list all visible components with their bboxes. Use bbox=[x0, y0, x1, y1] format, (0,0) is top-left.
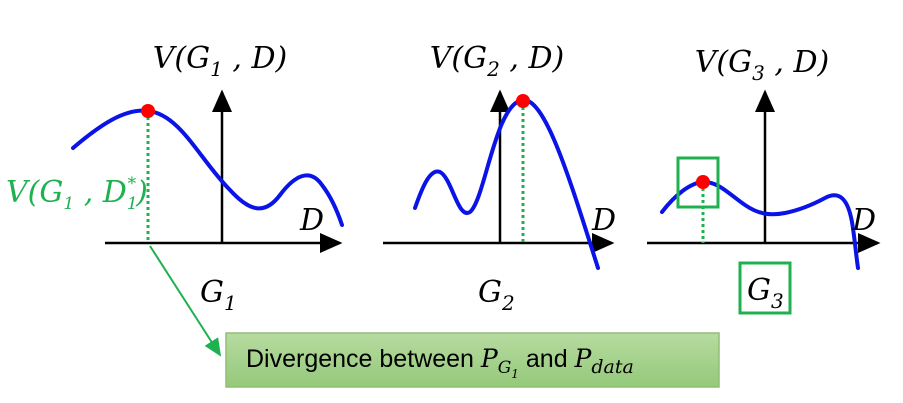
text: 2 bbox=[501, 291, 515, 315]
x-label: G2 bbox=[478, 275, 515, 315]
highlight-box bbox=[676, 156, 720, 209]
axis-label: D bbox=[299, 203, 324, 238]
text: G bbox=[200, 275, 224, 310]
text: V(G bbox=[430, 41, 487, 76]
text: 1 bbox=[63, 194, 74, 214]
text: 1 bbox=[210, 57, 223, 81]
text: data bbox=[591, 356, 633, 378]
callout-box bbox=[225, 332, 720, 388]
x-label: G1 bbox=[200, 275, 237, 315]
annotation: V(G1 , D1*) bbox=[6, 174, 148, 214]
text: V(G bbox=[695, 45, 752, 80]
text: G bbox=[478, 275, 502, 310]
axis-label: D bbox=[851, 203, 876, 238]
curve bbox=[413, 97, 600, 270]
text: , D bbox=[74, 175, 127, 210]
text: 1 bbox=[511, 367, 519, 381]
text: V(G bbox=[6, 175, 63, 210]
text: P bbox=[480, 344, 499, 373]
text: 2 bbox=[486, 57, 500, 81]
text: , D) bbox=[765, 45, 829, 80]
max-point bbox=[516, 94, 530, 108]
axis-label: D bbox=[591, 203, 616, 238]
text: G bbox=[498, 358, 512, 378]
panel-title: V(G1 , D) bbox=[153, 41, 287, 81]
x-label: G3 bbox=[747, 273, 784, 313]
highlight-box bbox=[738, 261, 792, 315]
panel-title: V(G2 , D) bbox=[430, 41, 564, 81]
callout-text: Divergence between PG1 and Pdata bbox=[246, 344, 634, 381]
text: 1 bbox=[127, 194, 138, 214]
callout-arrow bbox=[149, 245, 222, 357]
text: , D) bbox=[223, 41, 287, 76]
max-point bbox=[141, 104, 155, 118]
panel-title: V(G3 , D) bbox=[695, 45, 829, 85]
panel: V(G2 , D) D G2 bbox=[383, 41, 616, 315]
text: and bbox=[519, 345, 575, 373]
text: ) bbox=[135, 175, 148, 210]
text: V(G bbox=[153, 41, 210, 76]
curve bbox=[660, 179, 860, 270]
max-point bbox=[696, 175, 710, 189]
panel: V(G1 , D) D G1 V(G1 , D1*) bbox=[6, 41, 344, 315]
text: 3 bbox=[771, 289, 784, 313]
text: 3 bbox=[752, 61, 765, 85]
text: P bbox=[574, 344, 593, 373]
text: Divergence between bbox=[246, 345, 481, 373]
panel: V(G3 , D) D G3 bbox=[647, 45, 881, 315]
text: G bbox=[747, 273, 771, 308]
text: 1 bbox=[224, 291, 237, 315]
curve bbox=[71, 108, 344, 227]
text: , D) bbox=[500, 41, 564, 76]
text: * bbox=[128, 174, 137, 194]
